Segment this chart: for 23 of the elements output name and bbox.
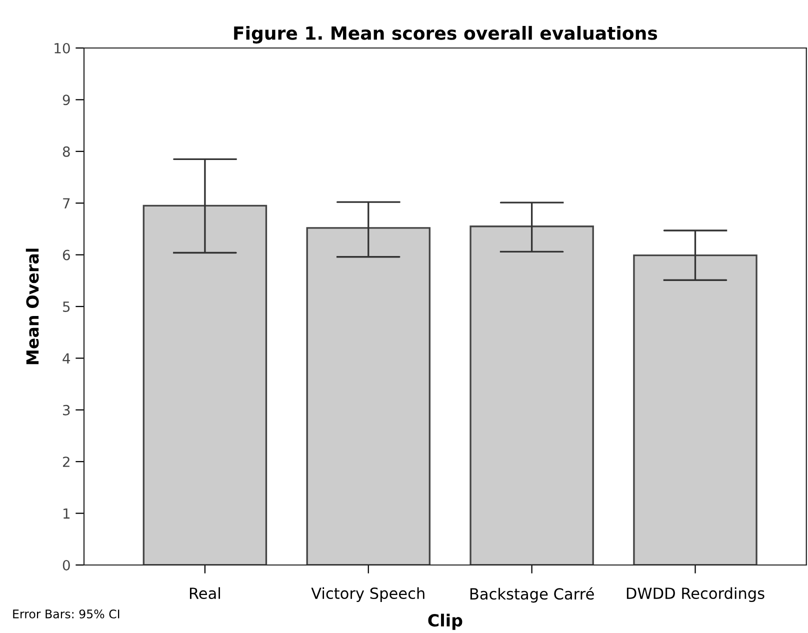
x-tick-label: Victory Speech: [311, 587, 424, 602]
bar: [306, 227, 430, 565]
y-tick-label: 1: [63, 508, 70, 519]
text: Error Bars: 95% CI: [13, 609, 120, 618]
y-tick-label: 3: [63, 404, 70, 416]
y-tick-label: 7: [63, 198, 70, 208]
y-tick-label: 6: [62, 250, 70, 260]
y-tick-label: 8: [62, 146, 70, 157]
x-tick-label: Backstage Carré: [470, 587, 594, 603]
y-axis-title: Mean Overal: [26, 248, 39, 364]
y-tick-label: 4: [62, 353, 70, 364]
x-tick-label: Real: [190, 587, 220, 600]
y-tick-label: 5: [63, 302, 70, 312]
x-axis-title: Clip: [428, 614, 462, 630]
y-tick-label: 0: [62, 560, 70, 570]
y-tick-label: 9: [62, 94, 70, 106]
chart-title: Figure 1. Mean scores overall evaluations: [234, 26, 658, 44]
y-tick-label: 10: [54, 42, 70, 54]
y-tick-label: 2: [62, 456, 70, 467]
bar: [633, 254, 758, 565]
bar: [142, 204, 268, 565]
x-tick-label: DWDD Recordings: [626, 587, 764, 602]
bar: [470, 226, 594, 565]
